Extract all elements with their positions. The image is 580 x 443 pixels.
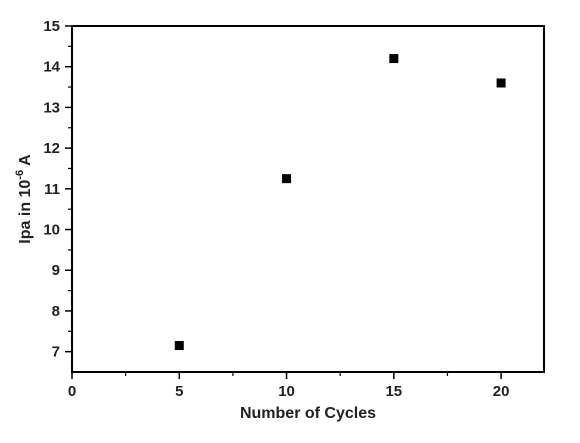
y-tick-label: 11 [44,181,60,198]
y-axis-title-main: Ipa in 10 [17,180,34,244]
y-tick-label: 12 [43,140,60,157]
y-tick-label: 8 [52,303,60,320]
x-axis-ticks: 0 5 10 15 20 [68,372,510,400]
x-tick-label: 10 [278,383,295,400]
plot-frame [71,25,545,373]
x-tick-label: 0 [68,383,76,400]
x-tick-label: 5 [175,383,183,400]
y-axis-title: Ipa in 10-6 A [14,154,34,244]
data-point [282,174,292,184]
x-axis-title: Number of Cycles [240,405,376,422]
y-tick-label: 7 [52,344,60,361]
y-axis-title-unit: A [17,154,34,166]
y-tick-label: 13 [43,99,60,116]
x-tick-label: 20 [493,383,510,400]
y-tick-label: 14 [43,59,60,76]
y-axis-ticks: 7 8 9 10 11 12 13 14 15 [43,18,72,361]
y-axis-title-exponent: -6 [14,170,26,180]
y-tick-label: 15 [43,18,60,35]
y-tick-label: 10 [43,222,60,239]
data-point [496,78,506,88]
y-tick-label: 9 [52,262,60,279]
x-tick-label: 15 [385,383,402,400]
data-points [174,54,506,351]
data-point [174,341,184,351]
data-point [389,54,399,64]
